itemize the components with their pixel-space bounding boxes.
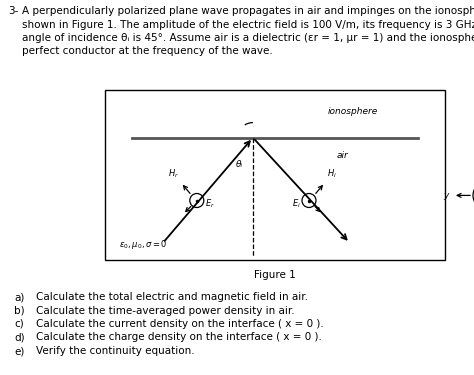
Text: $H_r$: $H_r$: [168, 167, 179, 180]
Text: e): e): [14, 346, 24, 356]
Text: Calculate the total electric and magnetic field in air.: Calculate the total electric and magneti…: [36, 292, 308, 302]
Text: A perpendicularly polarized plane wave propagates in air and impinges on the ion: A perpendicularly polarized plane wave p…: [22, 6, 474, 16]
Text: d): d): [14, 333, 25, 342]
Text: 3-: 3-: [8, 6, 18, 16]
Text: y: y: [444, 191, 449, 200]
Text: Calculate the time-averaged power density in air.: Calculate the time-averaged power densit…: [36, 306, 295, 315]
Text: perfect conductor at the frequency of the wave.: perfect conductor at the frequency of th…: [22, 46, 273, 57]
Text: a): a): [14, 292, 24, 302]
Text: c): c): [14, 319, 24, 329]
Text: ionosphere: ionosphere: [328, 107, 378, 116]
Text: shown in Figure 1. The amplitude of the electric field is 100 V/m, its frequency: shown in Figure 1. The amplitude of the …: [22, 20, 474, 30]
Text: Verify the continuity equation.: Verify the continuity equation.: [36, 346, 195, 356]
Text: $H_i$: $H_i$: [327, 167, 337, 180]
Bar: [105, 90, 445, 260]
Text: angle of incidence θᵢ is 45°. Assume air is a dielectric (εr = 1, μr = 1) and th: angle of incidence θᵢ is 45°. Assume air…: [22, 33, 474, 43]
Text: Calculate the current density on the interface ( x = 0 ).: Calculate the current density on the int…: [36, 319, 324, 329]
Text: Figure 1: Figure 1: [254, 270, 296, 280]
Text: $E_i$: $E_i$: [292, 197, 301, 210]
Text: θᵢ: θᵢ: [235, 160, 243, 169]
Text: $\varepsilon_0, \mu_0, \sigma=0$: $\varepsilon_0, \mu_0, \sigma=0$: [118, 238, 167, 251]
Text: air: air: [337, 151, 349, 160]
Text: b): b): [14, 306, 25, 315]
Text: $E_r$: $E_r$: [205, 197, 215, 210]
Text: Calculate the charge density on the interface ( x = 0 ).: Calculate the charge density on the inte…: [36, 333, 322, 342]
